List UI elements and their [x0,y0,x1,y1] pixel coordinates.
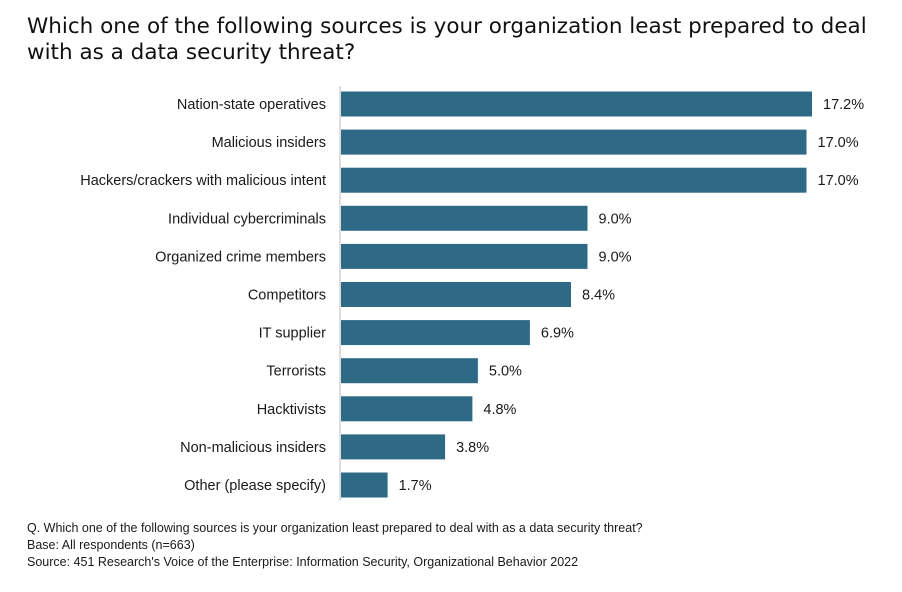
category-label: Organized crime members [155,249,326,265]
category-label: Individual cybercriminals [168,211,326,227]
value-label: 6.9% [541,326,574,342]
bar-7 [341,358,478,384]
value-label: 17.0% [818,135,859,151]
category-label: Non-malicious insiders [180,440,326,456]
category-label: Other (please specify) [184,478,326,494]
category-label: Terrorists [266,364,326,380]
chart-title: Which one of the following sources is yo… [27,14,867,65]
value-label: 17.0% [818,173,859,189]
bar-3 [341,205,588,231]
footnote-question: Q. Which one of the following sources is… [27,521,643,535]
category-label: Hacktivists [257,402,326,418]
value-label: 3.8% [456,440,489,456]
value-label: 4.8% [483,402,516,418]
category-label: Competitors [248,288,326,304]
footnote-source: Source: 451 Research's Voice of the Ente… [27,555,579,569]
value-label: 1.7% [399,478,432,494]
category-label: Nation-state operatives [177,97,326,113]
footnotes: Q. Which one of the following sources is… [27,520,643,571]
value-label: 5.0% [489,364,522,380]
value-label: 9.0% [599,211,632,227]
bar-2 [341,167,807,193]
category-label: Hackers/crackers with malicious intent [80,173,326,189]
value-label: 17.2% [823,97,864,113]
bar-9 [341,434,446,460]
bar-5 [341,282,571,307]
category-label: IT supplier [259,326,327,342]
bar-6 [341,320,530,346]
value-label: 9.0% [599,249,632,265]
bar-10 [341,472,388,498]
value-label: 8.4% [582,288,615,304]
bar-0 [341,91,812,117]
bar-4 [341,243,588,269]
footnote-base: Base: All respondents (n=663) [27,538,195,552]
bar-chart: Nation-state operatives 17.2% Malicious in… [80,86,864,500]
bar-8 [341,396,473,422]
bar-1 [341,129,807,155]
bars-group: Nation-state operatives 17.2% Malicious in… [80,91,864,498]
category-label: Malicious insiders [212,135,326,151]
